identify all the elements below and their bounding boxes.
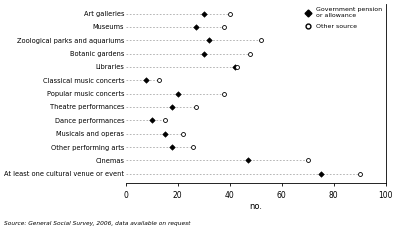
Point [193, 105, 199, 109]
Point [231, 65, 238, 69]
Point [221, 92, 227, 95]
Point [304, 158, 311, 162]
Text: Source: General Social Survey, 2006, data available on request: Source: General Social Survey, 2006, dat… [4, 221, 190, 226]
Point [143, 79, 150, 82]
Point [234, 65, 241, 69]
Point [247, 52, 254, 55]
X-axis label: no.: no. [249, 202, 262, 212]
Point [206, 38, 212, 42]
Point [193, 25, 199, 29]
Point [169, 145, 175, 149]
Point [200, 52, 207, 55]
Point [169, 105, 175, 109]
Point [162, 118, 168, 122]
Point [179, 132, 186, 136]
Point [226, 12, 233, 15]
Point [221, 25, 227, 29]
Point [162, 132, 168, 136]
Point [156, 79, 162, 82]
Point [258, 38, 264, 42]
Point [190, 145, 197, 149]
Point [245, 158, 251, 162]
Legend: Government pension
or allowance, Other source: Government pension or allowance, Other s… [302, 7, 382, 29]
Point [357, 172, 363, 175]
Point [200, 12, 207, 15]
Point [174, 92, 181, 95]
Point [148, 118, 155, 122]
Point [317, 172, 324, 175]
